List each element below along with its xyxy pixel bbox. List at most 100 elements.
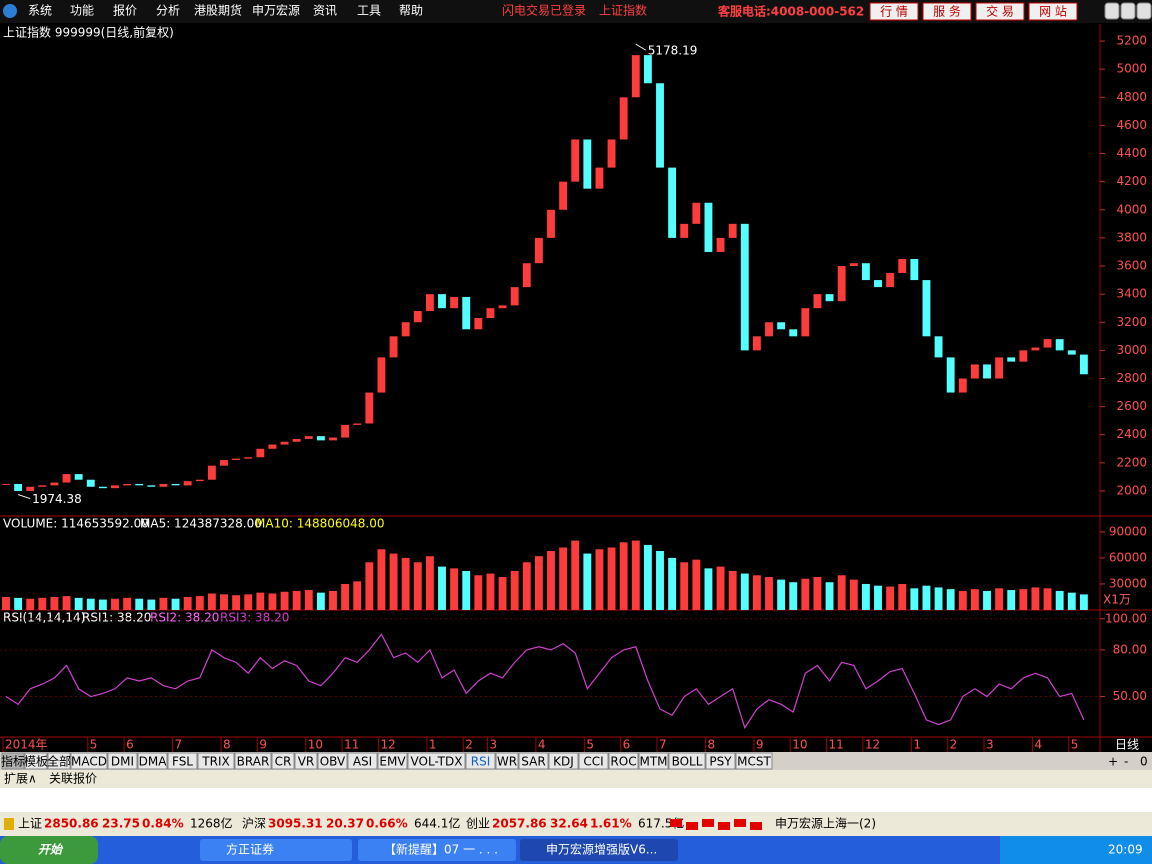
indicator-tab[interactable]	[70, 752, 108, 770]
zoom-button[interactable]: 0	[1140, 755, 1148, 769]
y-tick-label: 2800	[1116, 371, 1147, 385]
candle	[1007, 357, 1016, 362]
indicator-tab-label[interactable]: MTM	[639, 755, 667, 769]
menu-item[interactable]: 分析	[156, 4, 180, 18]
indicator-tab-label[interactable]: WR	[497, 755, 517, 769]
volume-bar	[607, 547, 616, 610]
indicator-tab-label[interactable]: RSI	[471, 755, 491, 769]
nav-button-label[interactable]: 交 易	[986, 4, 1014, 19]
indicator-tab-label[interactable]: SAR	[521, 755, 545, 769]
indicator-tab[interactable]	[548, 752, 579, 770]
window-restore[interactable]	[1120, 2, 1136, 20]
start-button[interactable]	[0, 836, 98, 864]
indicator-tab[interactable]	[407, 752, 466, 770]
indicator-tab[interactable]	[294, 752, 318, 770]
menu-item[interactable]: 申万宏源	[252, 3, 300, 18]
nav-button[interactable]	[869, 2, 919, 21]
volume-bar	[207, 593, 216, 610]
indicator-tab-label[interactable]: PSY	[709, 755, 732, 769]
indicator-tab-label[interactable]: VOL-TDX	[411, 755, 463, 769]
indicator-tab-label[interactable]: 模板	[24, 755, 48, 769]
nav-button-label[interactable]: 网 站	[1039, 5, 1067, 19]
indicator-tab[interactable]	[107, 752, 138, 770]
indicator-tab[interactable]	[197, 752, 235, 770]
menu-item[interactable]: 帮助	[399, 4, 423, 18]
indicator-tab[interactable]	[495, 752, 519, 770]
menu-item[interactable]: 资讯	[313, 4, 337, 18]
menu-item[interactable]: 工具	[357, 4, 381, 18]
window-min[interactable]	[1104, 2, 1120, 20]
nav-button[interactable]	[1028, 2, 1078, 21]
indicator-tab-label[interactable]: CCI	[583, 755, 603, 769]
indicator-tab-label[interactable]: ASI	[353, 755, 372, 769]
x-tick-label: 5	[1071, 738, 1079, 752]
indicator-tab-label[interactable]: 指标	[1, 754, 25, 769]
indicator-tab-label[interactable]: FSL	[172, 755, 193, 769]
indicator-tab[interactable]	[465, 752, 496, 770]
indicator-tab[interactable]	[1, 752, 25, 770]
candle	[946, 357, 955, 393]
menu-item[interactable]: 系统	[28, 4, 52, 18]
candle	[898, 258, 907, 274]
task-item[interactable]	[358, 839, 516, 861]
indicator-tab-label[interactable]: BRAR	[237, 755, 270, 769]
quote-pct: 0.84%	[142, 817, 184, 831]
volume-bar	[801, 578, 810, 610]
indicator-tab-label[interactable]: OBV	[320, 755, 346, 769]
indicator-tab[interactable]	[705, 752, 736, 770]
indicator-tab-label[interactable]: VR	[298, 755, 315, 769]
nav-button[interactable]	[922, 2, 972, 21]
indicator-tab[interactable]	[578, 752, 609, 770]
indicator-tab[interactable]	[47, 752, 71, 770]
indicator-tab-label[interactable]: TRIX	[201, 755, 229, 769]
task-item-label[interactable]: 方正证券	[226, 842, 274, 857]
indicator-tab-label[interactable]: ROC	[610, 755, 636, 769]
task-item[interactable]	[520, 839, 678, 861]
indicator-tab[interactable]	[24, 752, 48, 770]
indicator-tab[interactable]	[234, 752, 272, 770]
indicator-tab[interactable]	[608, 752, 639, 770]
indicator-tab-label[interactable]: EMV	[379, 755, 406, 769]
nav-button[interactable]	[975, 2, 1025, 21]
candle	[571, 139, 580, 182]
indicator-tab[interactable]	[735, 752, 773, 770]
indicator-tab[interactable]	[638, 752, 669, 770]
indicator-tab-label[interactable]: CR	[275, 755, 292, 769]
window-close[interactable]	[1136, 2, 1152, 20]
candle	[498, 305, 507, 309]
x-tick-label: 4	[1034, 738, 1042, 752]
indicator-tab-label[interactable]: MCST	[737, 755, 771, 769]
indicator-tab[interactable]	[518, 752, 549, 770]
nav-button-label[interactable]: 行 情	[880, 5, 908, 19]
candle	[1019, 350, 1028, 362]
zoom-button[interactable]: -	[1124, 755, 1128, 769]
task-item-label[interactable]: 【新提醒】07 一 . . .	[384, 842, 498, 857]
sub-tab[interactable]: 扩展∧	[4, 772, 37, 786]
zoom-button[interactable]: +	[1108, 755, 1118, 769]
indicator-tab-label[interactable]: BOLL	[672, 755, 703, 769]
candle	[38, 485, 47, 487]
task-item-label[interactable]: 申万宏源增强版V6...	[546, 842, 657, 857]
candle	[958, 378, 967, 393]
sub-tab[interactable]: 关联报价	[49, 771, 97, 786]
indicator-tab-label[interactable]: DMA	[139, 755, 168, 769]
indicator-tab[interactable]	[271, 752, 295, 770]
indicator-tab-label[interactable]: MACD	[71, 755, 107, 769]
indicator-tab[interactable]	[137, 752, 168, 770]
nav-button-label[interactable]: 服 务	[933, 4, 961, 19]
indicator-tab[interactable]	[377, 752, 408, 770]
menu-item[interactable]: 港股期货	[194, 3, 242, 18]
indicator-tab-label[interactable]: 全部	[47, 754, 71, 769]
indicator-tab[interactable]	[347, 752, 378, 770]
indicator-tab-label[interactable]: KDJ	[553, 755, 574, 769]
volume-bar	[571, 540, 580, 610]
indicator-tab[interactable]	[317, 752, 348, 770]
indicator-tab[interactable]	[668, 752, 706, 770]
indicator-tab[interactable]	[167, 752, 198, 770]
menu-item[interactable]: 报价	[113, 3, 137, 18]
menu-item[interactable]: 功能	[70, 4, 94, 18]
volume-bar	[668, 557, 677, 610]
task-item[interactable]	[200, 839, 352, 861]
start-label[interactable]: 开始	[38, 843, 64, 857]
indicator-tab-label[interactable]: DMI	[111, 755, 134, 769]
